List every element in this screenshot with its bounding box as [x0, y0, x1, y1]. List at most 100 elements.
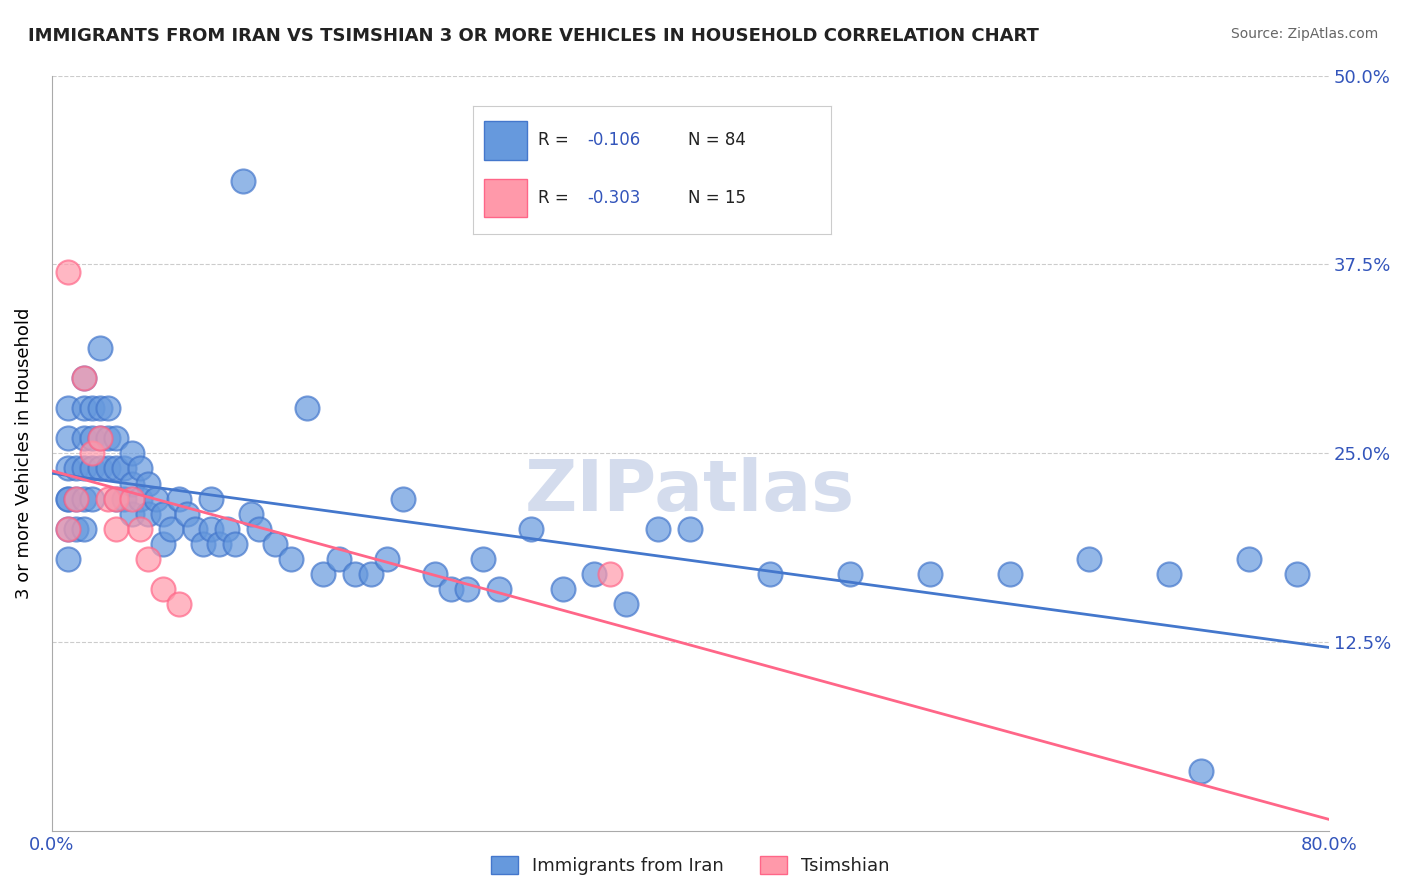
Point	[56, 491, 79, 506]
Point	[160, 522, 183, 536]
Text: ZIPatlas: ZIPatlas	[526, 457, 855, 525]
Point	[56, 461, 79, 475]
Point	[65, 461, 87, 475]
Point	[1189, 764, 1212, 778]
Point	[73, 461, 96, 475]
Point	[169, 598, 191, 612]
Point	[616, 598, 638, 612]
Point	[759, 567, 782, 582]
Point	[998, 567, 1021, 582]
Point	[56, 401, 79, 415]
Point	[56, 431, 79, 445]
Y-axis label: 3 or more Vehicles in Household: 3 or more Vehicles in Household	[15, 308, 32, 599]
Point	[73, 401, 96, 415]
Point	[152, 582, 174, 597]
Point	[65, 491, 87, 506]
Point	[440, 582, 463, 597]
Point	[73, 491, 96, 506]
Point	[80, 431, 103, 445]
Point	[104, 491, 127, 506]
Point	[128, 461, 150, 475]
Point	[295, 401, 318, 415]
Point	[128, 522, 150, 536]
Point	[56, 265, 79, 279]
Point	[97, 401, 120, 415]
Point	[264, 537, 287, 551]
Point	[104, 461, 127, 475]
Point	[247, 522, 270, 536]
Point	[104, 431, 127, 445]
Point	[1285, 567, 1308, 582]
Point	[583, 567, 606, 582]
Point	[112, 491, 135, 506]
Point	[97, 491, 120, 506]
Point	[145, 491, 167, 506]
Point	[56, 522, 79, 536]
Point	[121, 507, 143, 521]
Point	[152, 507, 174, 521]
Point	[112, 461, 135, 475]
Point	[208, 537, 231, 551]
Point	[838, 567, 860, 582]
Point	[312, 567, 335, 582]
Point	[104, 491, 127, 506]
Point	[73, 370, 96, 384]
Point	[176, 507, 198, 521]
Point	[360, 567, 382, 582]
Point	[918, 567, 941, 582]
Point	[193, 537, 215, 551]
Point	[184, 522, 207, 536]
Text: IMMIGRANTS FROM IRAN VS TSIMSHIAN 3 OR MORE VEHICLES IN HOUSEHOLD CORRELATION CH: IMMIGRANTS FROM IRAN VS TSIMSHIAN 3 OR M…	[28, 27, 1039, 45]
Point	[56, 491, 79, 506]
Point	[89, 401, 111, 415]
Point	[121, 491, 143, 506]
Point	[73, 431, 96, 445]
Point	[56, 522, 79, 536]
Point	[169, 491, 191, 506]
Legend: Immigrants from Iran, Tsimshian: Immigrants from Iran, Tsimshian	[484, 848, 897, 882]
Point	[375, 552, 398, 566]
Point	[679, 522, 702, 536]
Point	[80, 446, 103, 460]
Point	[136, 552, 159, 566]
Point	[217, 522, 239, 536]
Point	[200, 522, 222, 536]
Point	[121, 476, 143, 491]
Point	[136, 507, 159, 521]
Point	[224, 537, 246, 551]
Point	[1078, 552, 1101, 566]
Point	[80, 401, 103, 415]
Point	[65, 522, 87, 536]
Point	[647, 522, 669, 536]
Point	[1159, 567, 1181, 582]
Point	[551, 582, 574, 597]
Point	[136, 476, 159, 491]
Point	[121, 446, 143, 460]
Point	[488, 582, 510, 597]
Point	[89, 431, 111, 445]
Point	[344, 567, 367, 582]
Point	[456, 582, 478, 597]
Point	[599, 567, 621, 582]
Point	[80, 461, 103, 475]
Point	[97, 431, 120, 445]
Point	[65, 491, 87, 506]
Point	[200, 491, 222, 506]
Point	[232, 174, 254, 188]
Point	[423, 567, 446, 582]
Text: Source: ZipAtlas.com: Source: ZipAtlas.com	[1230, 27, 1378, 41]
Point	[392, 491, 415, 506]
Point	[1237, 552, 1260, 566]
Point	[73, 370, 96, 384]
Point	[280, 552, 302, 566]
Point	[56, 552, 79, 566]
Point	[80, 491, 103, 506]
Point	[240, 507, 263, 521]
Point	[328, 552, 350, 566]
Point	[89, 341, 111, 355]
Point	[152, 537, 174, 551]
Point	[73, 522, 96, 536]
Point	[128, 491, 150, 506]
Point	[104, 522, 127, 536]
Point	[89, 431, 111, 445]
